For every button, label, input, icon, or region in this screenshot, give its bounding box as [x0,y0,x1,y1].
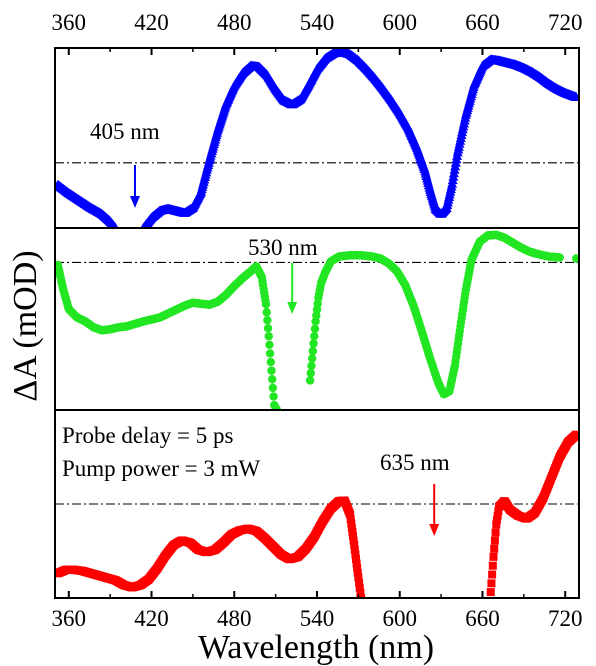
point [349,536,358,545]
tick-label-top: 540 [300,10,335,35]
pump-power-label: Pump power = 3 mW [62,456,261,481]
point [492,516,501,525]
probe-delay-label: Probe delay = 5 ps [62,423,233,448]
series-top [55,48,579,228]
tick-label-top: 360 [52,10,87,35]
point [264,332,273,341]
tick-label-bottom: 660 [465,606,500,631]
panel-top: 405 nm [54,47,580,229]
point [307,354,317,363]
point [352,559,361,568]
point [555,253,564,262]
point [272,405,282,410]
point [265,349,275,358]
tick-label-bottom: 480 [217,606,252,631]
tick-label-bottom: 420 [134,606,169,631]
point [488,570,497,579]
tick-label-top: 420 [134,10,169,35]
point [308,346,318,356]
point [486,588,495,597]
point [351,550,360,559]
point [268,383,278,393]
point [355,578,364,587]
tick-label-bottom: 600 [382,606,417,631]
point [490,536,499,545]
point [347,519,356,528]
tick-label-top: 480 [217,10,252,35]
point [307,361,316,370]
tick-label-top: 600 [382,10,417,35]
point [266,357,276,367]
point [306,368,315,378]
point [350,541,359,550]
tick-label-bottom: 540 [300,606,335,631]
point [112,223,119,228]
point [269,392,278,401]
point [349,532,358,541]
point [571,92,579,102]
point [347,523,356,532]
point [267,375,277,384]
arrow-head-top [129,196,140,208]
x-axis-label: Wavelength (nm) [198,629,434,666]
tick-label-bottom: 360 [52,606,87,631]
point [357,594,366,598]
series-bottom [55,430,579,598]
arrow-head-middle [287,302,298,314]
axis-ticks: 360 360 420 420 480 480 540 540 600 600 660 660 720 7… [52,10,583,631]
point [263,324,273,333]
tick-label-top: 660 [465,10,500,35]
point [572,254,579,263]
annotation-label-top: 405 nm [90,119,160,144]
point [489,552,498,561]
point [487,579,496,588]
point [488,561,497,570]
point [353,568,362,577]
point [261,300,271,309]
point [572,430,579,439]
point [490,544,499,553]
tick-label-bottom: 720 [548,606,583,631]
point [305,376,315,385]
point [491,528,500,537]
point [494,507,503,516]
series-middle [55,230,579,410]
point [309,339,318,348]
point [355,583,364,592]
arrow-head-bottom [429,524,440,536]
point [310,324,320,334]
point [493,511,502,520]
point [346,514,355,523]
point [263,316,272,325]
point [356,588,365,597]
annotation-label-middle: 530 nm [248,235,318,260]
y-axis-label: ΔA (mOD) [7,250,44,401]
point [348,528,357,537]
tick-label-top: 720 [548,10,583,35]
point [262,308,271,317]
point [352,554,361,563]
annotation-label-bottom: 635 nm [380,450,450,475]
point [267,366,276,375]
point [310,332,319,341]
panels: 405 nm 530 nm 635 nm [54,47,580,599]
point [346,510,355,519]
point [265,340,274,350]
point [354,573,363,582]
point [350,545,359,554]
panel-middle: 530 nm [54,227,580,411]
point [492,520,501,529]
point [353,564,362,573]
